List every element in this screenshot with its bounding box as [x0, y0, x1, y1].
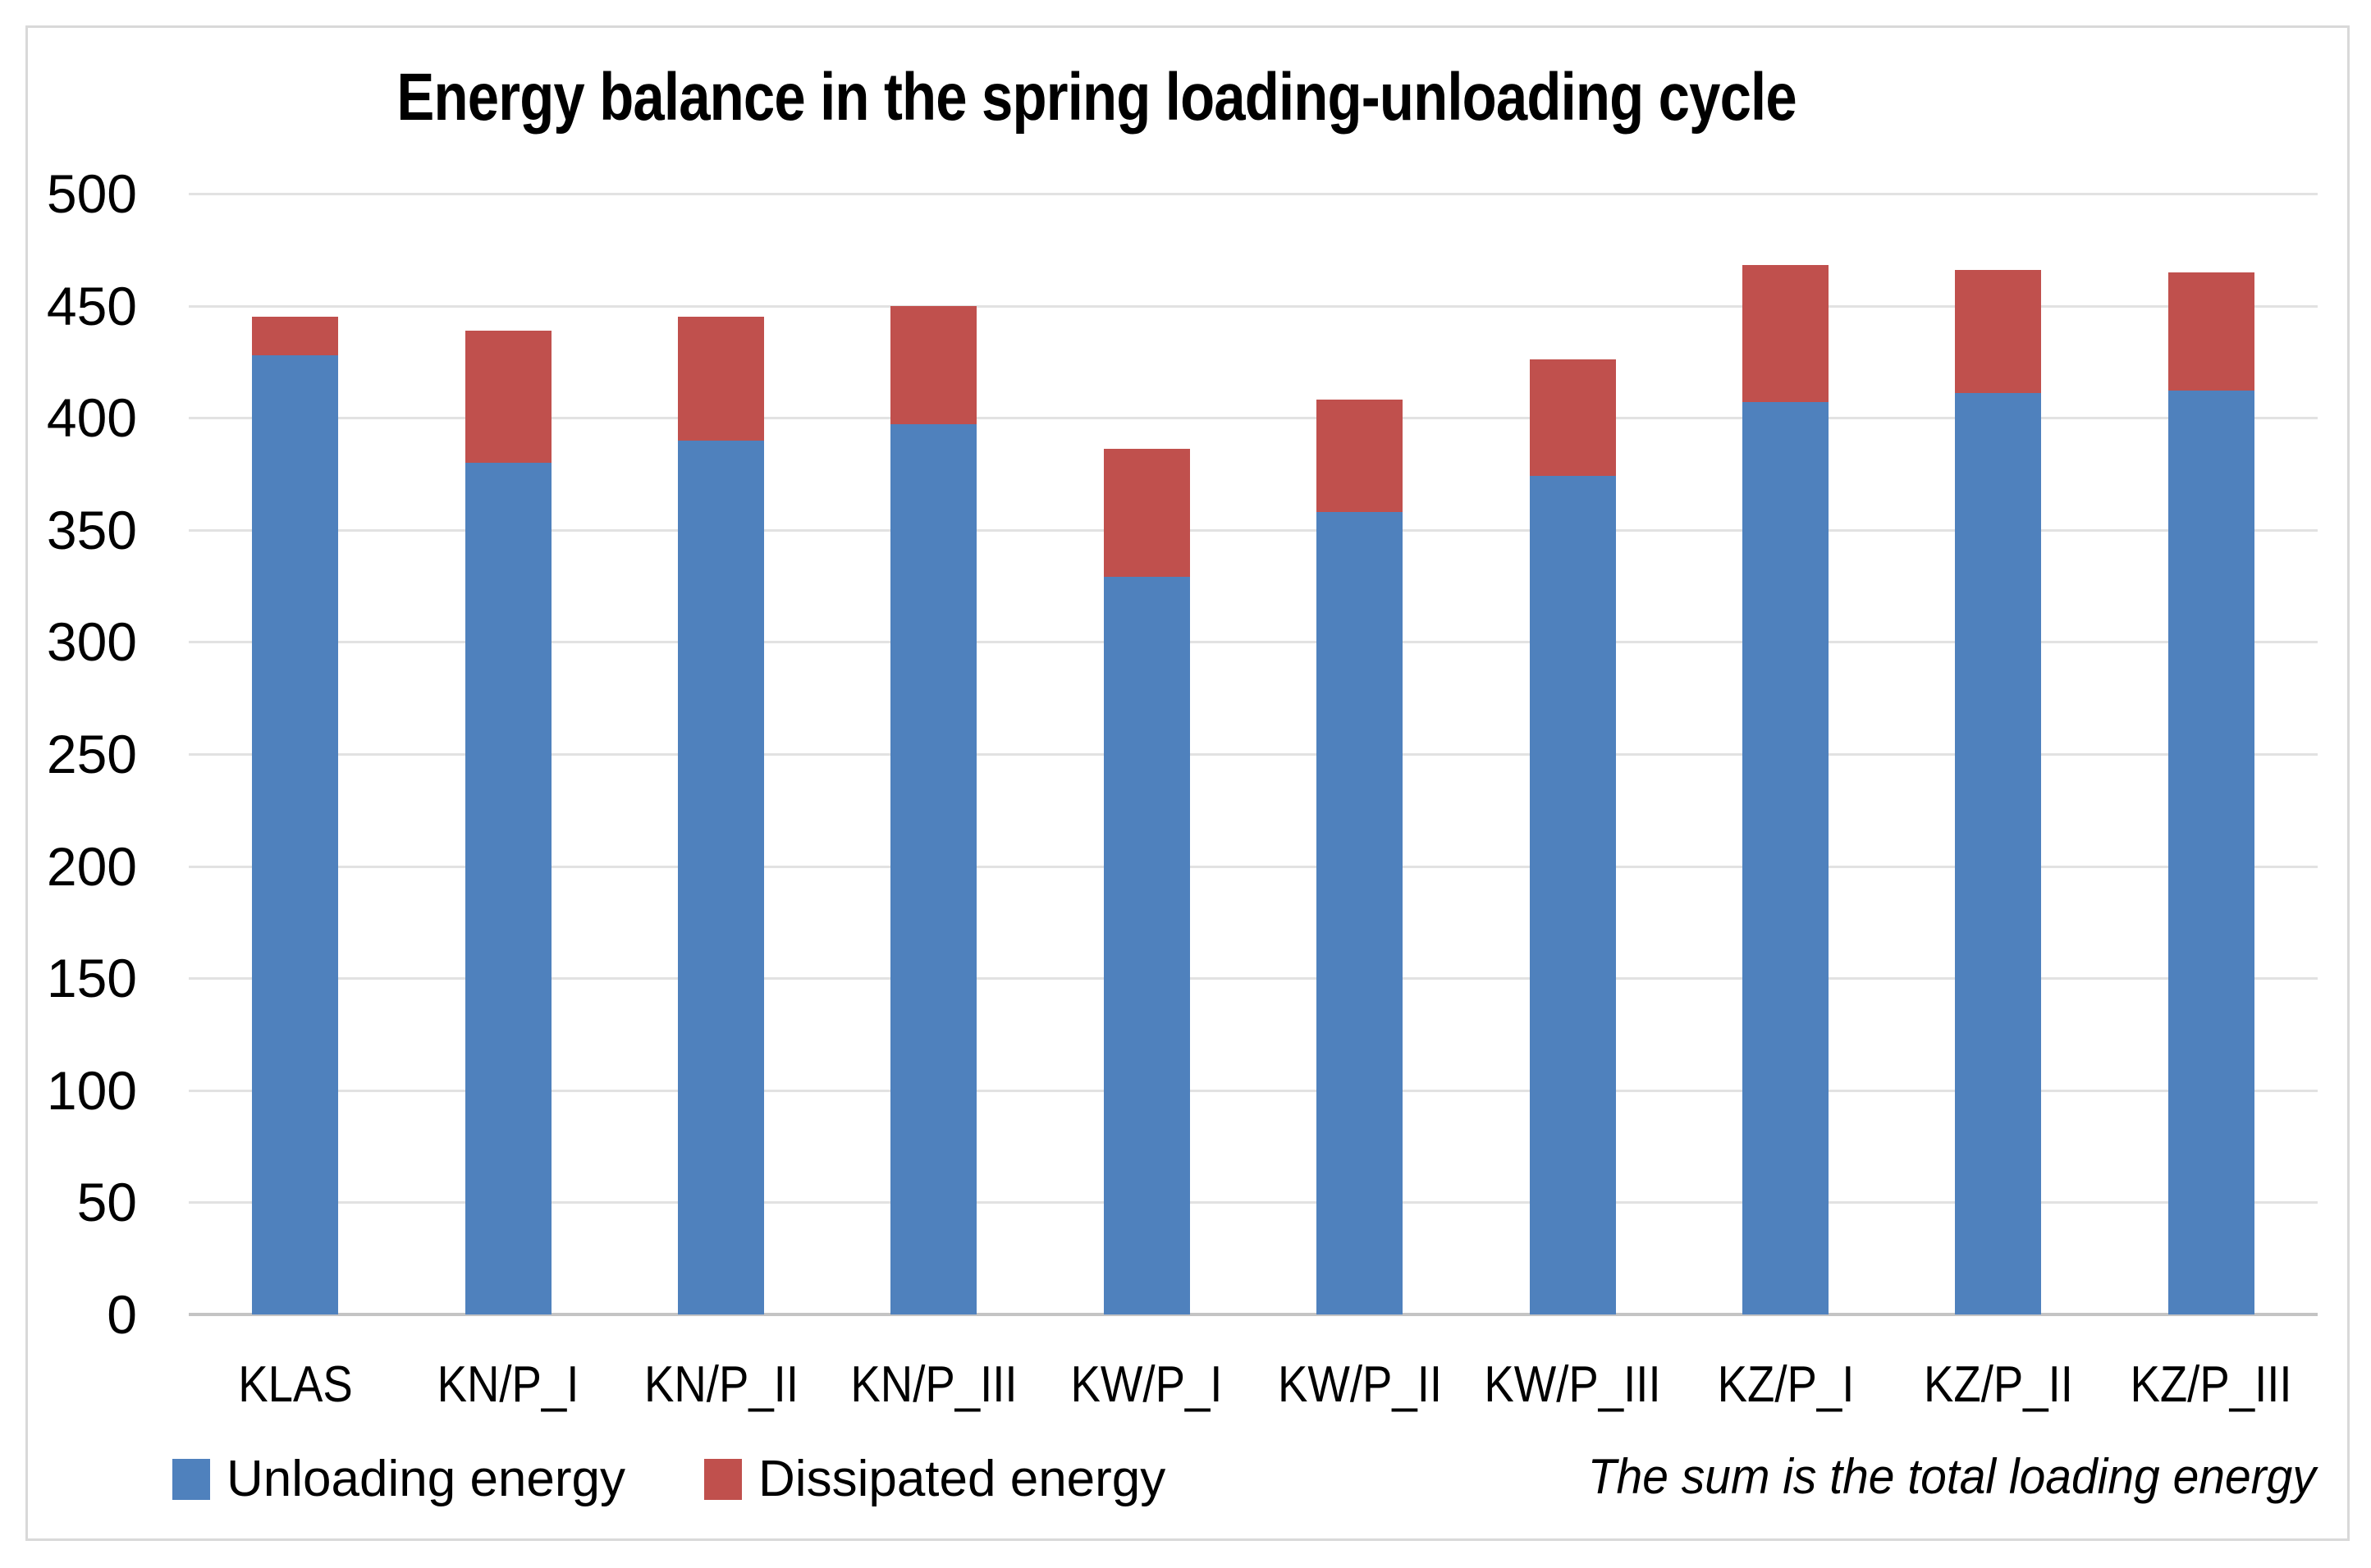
legend-label-unloading-energy: Unloading energy: [227, 1451, 626, 1507]
legend-item-dissipated-energy: Dissipated energy: [704, 1452, 1165, 1506]
gridline-350: [189, 528, 2318, 532]
bar-slot-KN/P_III: [827, 194, 1040, 1314]
bar-segment-KN/P_III-unloading: [890, 424, 977, 1314]
bar-slot-KW/P_I: [1041, 194, 1253, 1314]
bar-slot-KW/P_II: [1253, 194, 1466, 1314]
y-tick-label-200: 200: [46, 835, 137, 897]
gridline-50: [189, 1201, 2318, 1205]
y-tick-label-450: 450: [46, 275, 137, 336]
x-tick-label-KLAS: KLAS: [237, 1356, 353, 1413]
x-tick-label-KZ/P_I: KZ/P_I: [1717, 1356, 1854, 1413]
bar-segment-KW/P_I-dissipated: [1103, 449, 1190, 578]
gridline-100: [189, 1089, 2318, 1092]
bar-segment-KZ/P_I-dissipated: [1742, 265, 1829, 403]
gridline-400: [189, 417, 2318, 420]
bar-segment-KW/P_III-dissipated: [1529, 359, 1616, 477]
bar-segment-KN/P_II-unloading: [677, 440, 764, 1314]
y-tick-label-350: 350: [46, 499, 137, 560]
bar-segment-KN/P_II-dissipated: [677, 317, 764, 441]
x-axis-line: [189, 1313, 2318, 1316]
y-tick-label-0: 0: [107, 1284, 137, 1345]
annotation-note: The sum is the total loading energy: [1587, 1449, 2316, 1504]
bar-slot-KLAS: [189, 194, 401, 1314]
x-tick-label-KN/P_I: KN/P_I: [437, 1356, 579, 1413]
legend-swatch-dissipated-energy: [704, 1459, 743, 1500]
gridline-450: [189, 304, 2318, 308]
bar-slot-KZ/P_II: [1892, 194, 2104, 1314]
y-tick-label-500: 500: [46, 163, 137, 224]
bar-segment-KN/P_I-unloading: [465, 462, 552, 1314]
gridline-150: [189, 977, 2318, 981]
bar-segment-KZ/P_II-unloading: [1955, 393, 2042, 1314]
y-tick-label-250: 250: [46, 724, 137, 784]
chart-title: Energy balance in the spring loading-unl…: [396, 60, 1797, 135]
bar-segment-KW/P_II-unloading: [1316, 511, 1403, 1314]
bar-slot-KZ/P_I: [1679, 194, 1892, 1314]
x-tick-label-KW/P_II: KW/P_II: [1277, 1356, 1442, 1413]
bar-segment-KN/P_III-dissipated: [890, 305, 977, 425]
y-tick-label-50: 50: [76, 1172, 137, 1233]
gridline-500: [189, 193, 2318, 195]
bar-segment-KZ/P_I-unloading: [1742, 402, 1829, 1314]
legend-label-dissipated-energy: Dissipated energy: [758, 1451, 1166, 1507]
x-tick-label-KZ/P_II: KZ/P_II: [1923, 1356, 2073, 1413]
bar-slot-KZ/P_III: [2105, 194, 2318, 1314]
y-tick-label-150: 150: [46, 948, 137, 1009]
legend-swatch-unloading-energy: [172, 1459, 210, 1500]
gridline-300: [189, 641, 2318, 644]
bar-segment-KZ/P_II-dissipated: [1955, 269, 2042, 394]
plot-area: [189, 193, 2318, 1316]
bar-segment-KLAS-dissipated: [252, 317, 339, 355]
x-tick-label-KN/P_III: KN/P_III: [850, 1356, 1018, 1413]
x-tick-label-KW/P_III: KW/P_III: [1484, 1356, 1661, 1413]
bar-segment-KW/P_II-dissipated: [1316, 400, 1403, 512]
x-tick-label-KZ/P_III: KZ/P_III: [2130, 1356, 2292, 1413]
y-tick-label-300: 300: [46, 611, 137, 673]
y-tick-label-100: 100: [46, 1059, 137, 1121]
bar-segment-KW/P_I-unloading: [1103, 577, 1190, 1314]
bar-segment-KZ/P_III-dissipated: [2167, 272, 2254, 391]
gridline-200: [189, 865, 2318, 868]
bar-segment-KLAS-unloading: [252, 354, 339, 1314]
y-tick-label-400: 400: [46, 387, 137, 449]
bar-slot-KN/P_I: [401, 194, 614, 1314]
chart-title-wrap: Energy balance in the spring loading-unl…: [0, 62, 2193, 133]
bar-slot-KN/P_II: [615, 194, 827, 1314]
x-tick-label-KW/P_I: KW/P_I: [1070, 1356, 1223, 1413]
legend: Unloading energy Dissipated energy: [172, 1452, 1165, 1506]
bar-segment-KN/P_I-dissipated: [465, 330, 552, 463]
bar-slot-KW/P_III: [1466, 194, 1678, 1314]
gridline-250: [189, 753, 2318, 756]
bar-segment-KZ/P_III-unloading: [2167, 391, 2254, 1314]
legend-item-unloading-energy: Unloading energy: [172, 1452, 625, 1506]
x-tick-label-KN/P_II: KN/P_II: [643, 1356, 799, 1413]
bar-segment-KW/P_III-unloading: [1529, 476, 1616, 1314]
